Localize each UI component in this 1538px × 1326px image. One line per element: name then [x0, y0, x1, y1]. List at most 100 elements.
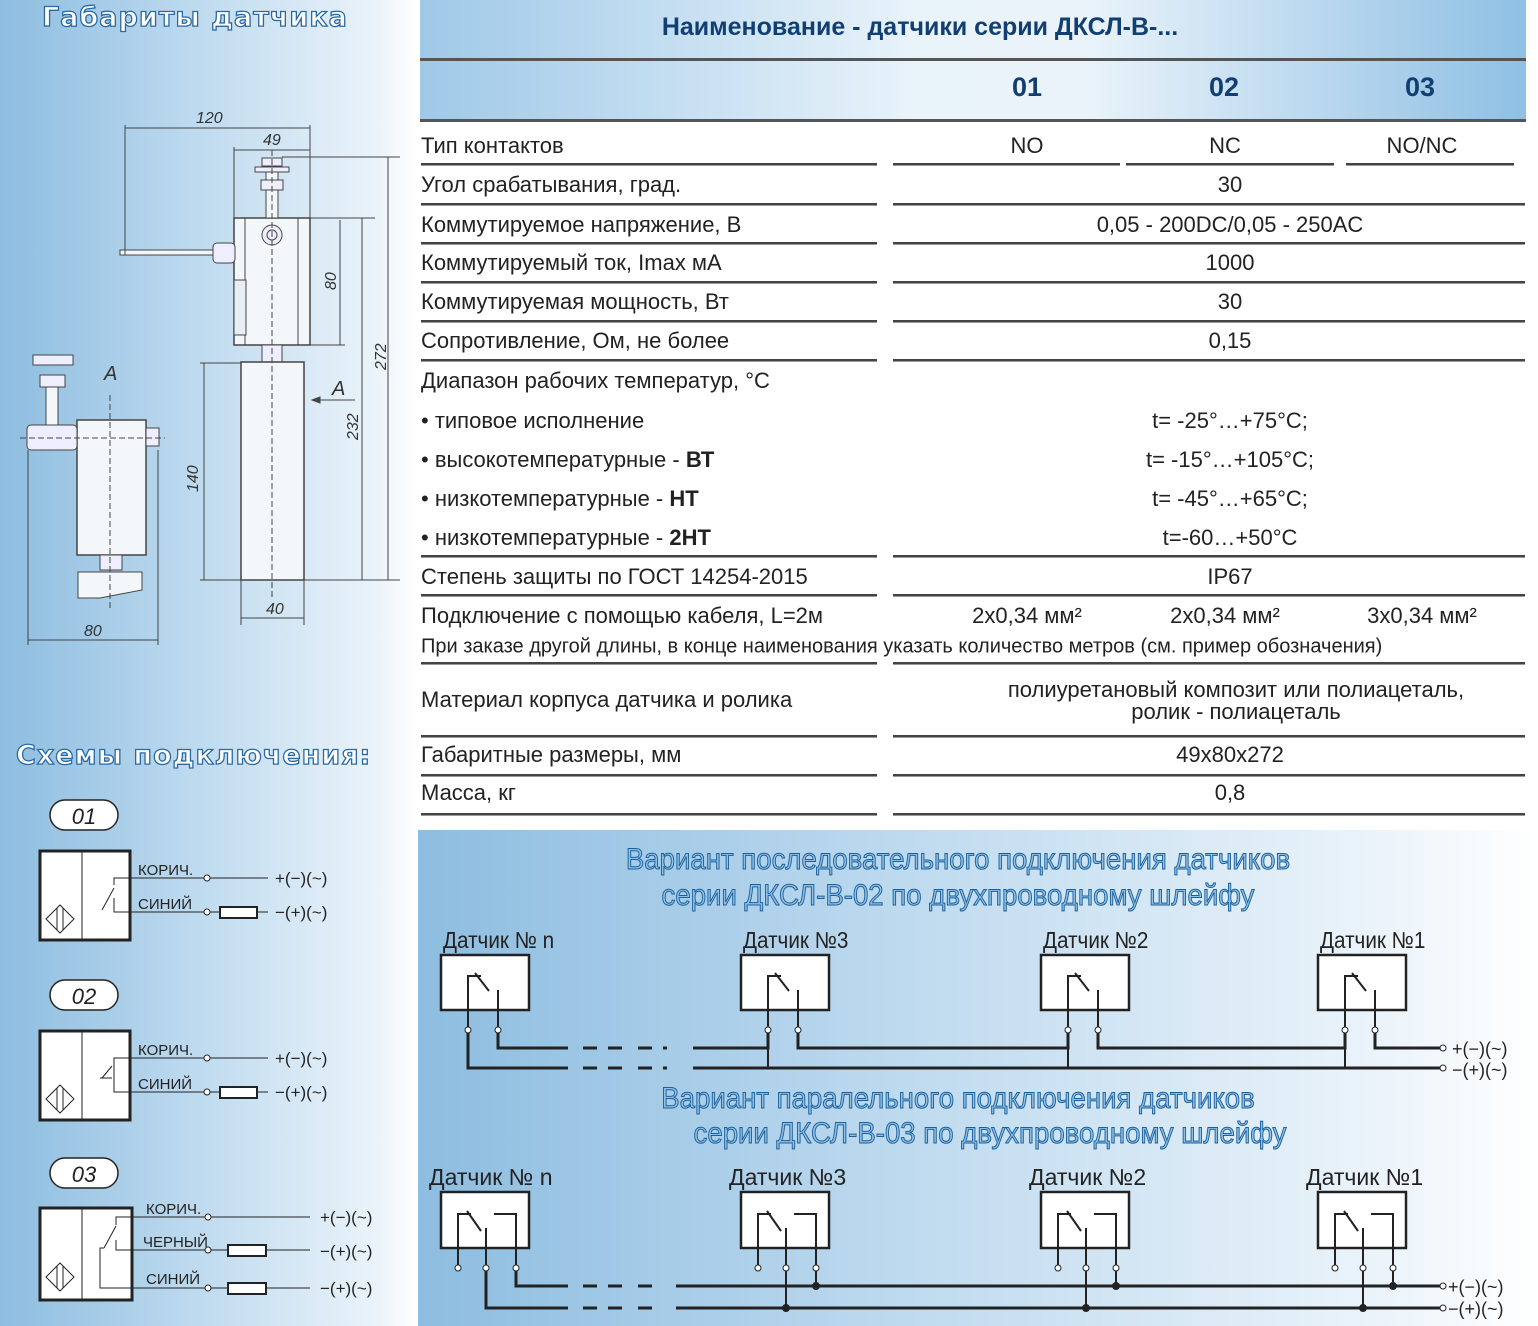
- cell-value: 30: [1217, 172, 1243, 197]
- row-label-text: Тип контактов: [421, 133, 564, 158]
- cell-value: IP67: [1207, 564, 1253, 589]
- schemes-title: Схемы подключения:: [15, 739, 372, 771]
- row-label-text: Сопротивление, Ом, не более: [421, 328, 730, 353]
- row-divider: [893, 555, 1525, 558]
- row-divider: [893, 813, 1525, 816]
- parallel-title-line1: Вариант паралельного подключения датчико…: [661, 1082, 1256, 1116]
- terminal: [1359, 1264, 1367, 1272]
- cell-value: t= -15°…+105°С;: [1145, 447, 1315, 472]
- row-label: При заказе другой длины, в конце наимено…: [421, 636, 1382, 659]
- cell-value: t= -25°…+75°С;: [1152, 408, 1308, 433]
- row-label: Диапазон рабочих температур, °С: [421, 368, 770, 394]
- row-label: • низкотемпературные - НТ: [421, 486, 699, 512]
- row-label: Коммутируемая мощность, Вт: [421, 289, 729, 315]
- row-label-bold: НТ: [669, 486, 699, 511]
- series-sensor-label: Датчик № n: [443, 927, 554, 953]
- row-label: Подключение с помощью кабеля, L=2м: [421, 603, 823, 629]
- column-header-01: 01: [1011, 72, 1043, 102]
- parallel-end-label: +(−)(~): [1448, 1277, 1504, 1297]
- row-label-text: Масса, кг: [421, 780, 516, 805]
- row-label: • типовое исполнение: [421, 408, 644, 434]
- table-title-band: [420, 0, 1526, 61]
- parallel-sensor-label: Датчик №1: [1306, 1164, 1423, 1190]
- row-divider: [893, 662, 1525, 665]
- wire-polarity: +(−)(~): [275, 869, 327, 888]
- row-label-text: • низкотемпературные -: [421, 486, 670, 511]
- wiring-schemes: 01 КОРИЧ. СИНИЙ +(−)(~) −(+)(~) 02 КОРИЧ…: [38, 799, 372, 1302]
- row-label: Масса, кг: [421, 780, 516, 806]
- row-label: Габаритные размеры, мм: [421, 742, 681, 768]
- terminal: [1082, 1264, 1090, 1272]
- terminal: [754, 1264, 762, 1272]
- row-label-text: Степень защиты по ГОСТ 14254-2015: [421, 564, 808, 589]
- row-divider: [421, 594, 877, 597]
- series-end-label: −(+)(~): [1452, 1060, 1508, 1080]
- row-label: Угол срабатывания, град.: [421, 172, 681, 198]
- row-divider: [893, 320, 1525, 323]
- series-sensor-label: Датчик №3: [743, 927, 848, 953]
- dim-40: 40: [266, 601, 284, 618]
- series-sensor-label: Датчик №2: [1043, 927, 1148, 953]
- row-divider: [421, 203, 877, 206]
- row-label-text: Коммутируемый ток, Imax мА: [421, 250, 722, 275]
- parallel-sensor-box: [1316, 1190, 1408, 1250]
- connection-diagrams: Датчик № n Датчик №3 Датчик №2 Датчик №1 +(−…: [429, 927, 1508, 1319]
- series-end-label: +(−)(~): [1452, 1039, 1508, 1059]
- terminal: [812, 1264, 820, 1272]
- scheme-02: 02 КОРИЧ. СИНИЙ +(−)(~) −(+)(~): [38, 979, 327, 1122]
- series-sensor-label: Датчик №1: [1320, 927, 1425, 953]
- wire-polarity: −(+)(~): [275, 1083, 327, 1102]
- row-divider: [893, 774, 1525, 777]
- row-divider: [421, 774, 877, 777]
- dim-80-width: 80: [84, 623, 102, 640]
- series-sensor-box: [739, 953, 831, 1012]
- scheme-id: 02: [72, 984, 96, 1009]
- parallel-sensor-label: Датчик № n: [429, 1164, 553, 1190]
- row-label-text: Габаритные размеры, мм: [421, 742, 682, 767]
- row-divider: [893, 735, 1525, 738]
- cell-value-02: 2х0,34 мм²: [1170, 603, 1280, 628]
- terminal: [1341, 1026, 1349, 1034]
- scheme-03: 03 КОРИЧ. ЧЕРНЫЙ СИНИЙ +(−)(~) −(+)(~) −…: [38, 1157, 372, 1302]
- dim-272: 272: [373, 343, 390, 371]
- cell-value: ролик - полиацеталь: [1131, 699, 1341, 724]
- wire-polarity: −(+)(~): [275, 903, 327, 922]
- dim-120: 120: [196, 110, 223, 127]
- row-divider: [421, 662, 877, 665]
- cell-value: 30: [1217, 289, 1243, 314]
- row-divider: [421, 555, 877, 558]
- scheme-id: 01: [72, 804, 96, 829]
- parallel-sensor-label: Датчик №2: [1029, 1164, 1146, 1190]
- arrow-a-label: A: [331, 378, 345, 400]
- dim-140: 140: [185, 465, 202, 492]
- row-label: Тип контактов: [421, 133, 564, 159]
- row-divider: [421, 813, 877, 816]
- row-label-text: • высокотемпературные -: [421, 447, 686, 472]
- row-label-text: Подключение с помощью кабеля, L=2м: [421, 603, 824, 628]
- series-sensor-box: [1316, 953, 1408, 1012]
- row-label-text: Материал корпуса датчика и ролика: [421, 687, 793, 712]
- table-columns-band: [420, 61, 1526, 122]
- terminal: [482, 1264, 490, 1272]
- row-label-text: Коммутируемая мощность, Вт: [421, 289, 729, 314]
- parallel-end-label: −(+)(~): [1448, 1299, 1504, 1319]
- terminal: [464, 1026, 472, 1034]
- column-header-03: 03: [1404, 72, 1436, 102]
- terminal: [794, 1026, 802, 1034]
- row-label-text: При заказе другой длины, в конце наимено…: [421, 635, 1383, 658]
- column-header-02: 02: [1208, 72, 1240, 102]
- dimensions-title: Габариты датчика: [41, 1, 348, 33]
- cell-value: 49х80х272: [1176, 742, 1284, 767]
- row-divider: [893, 281, 1525, 284]
- row-label-text: • низкотемпературные -: [421, 525, 670, 550]
- terminal: [1054, 1264, 1062, 1272]
- row-divider: [421, 320, 877, 323]
- wire-label: КОРИЧ.: [146, 1201, 201, 1218]
- row-label-text: Коммутируемое напряжение, В: [421, 212, 742, 237]
- cell-value-02: NC: [1209, 133, 1241, 158]
- row-label-text: Диапазон рабочих температур, °С: [421, 368, 770, 393]
- wire-label: ЧЕРНЫЙ: [143, 1233, 208, 1251]
- row-divider: [893, 359, 1525, 362]
- terminal: [1112, 1264, 1120, 1272]
- terminal: [764, 1026, 772, 1034]
